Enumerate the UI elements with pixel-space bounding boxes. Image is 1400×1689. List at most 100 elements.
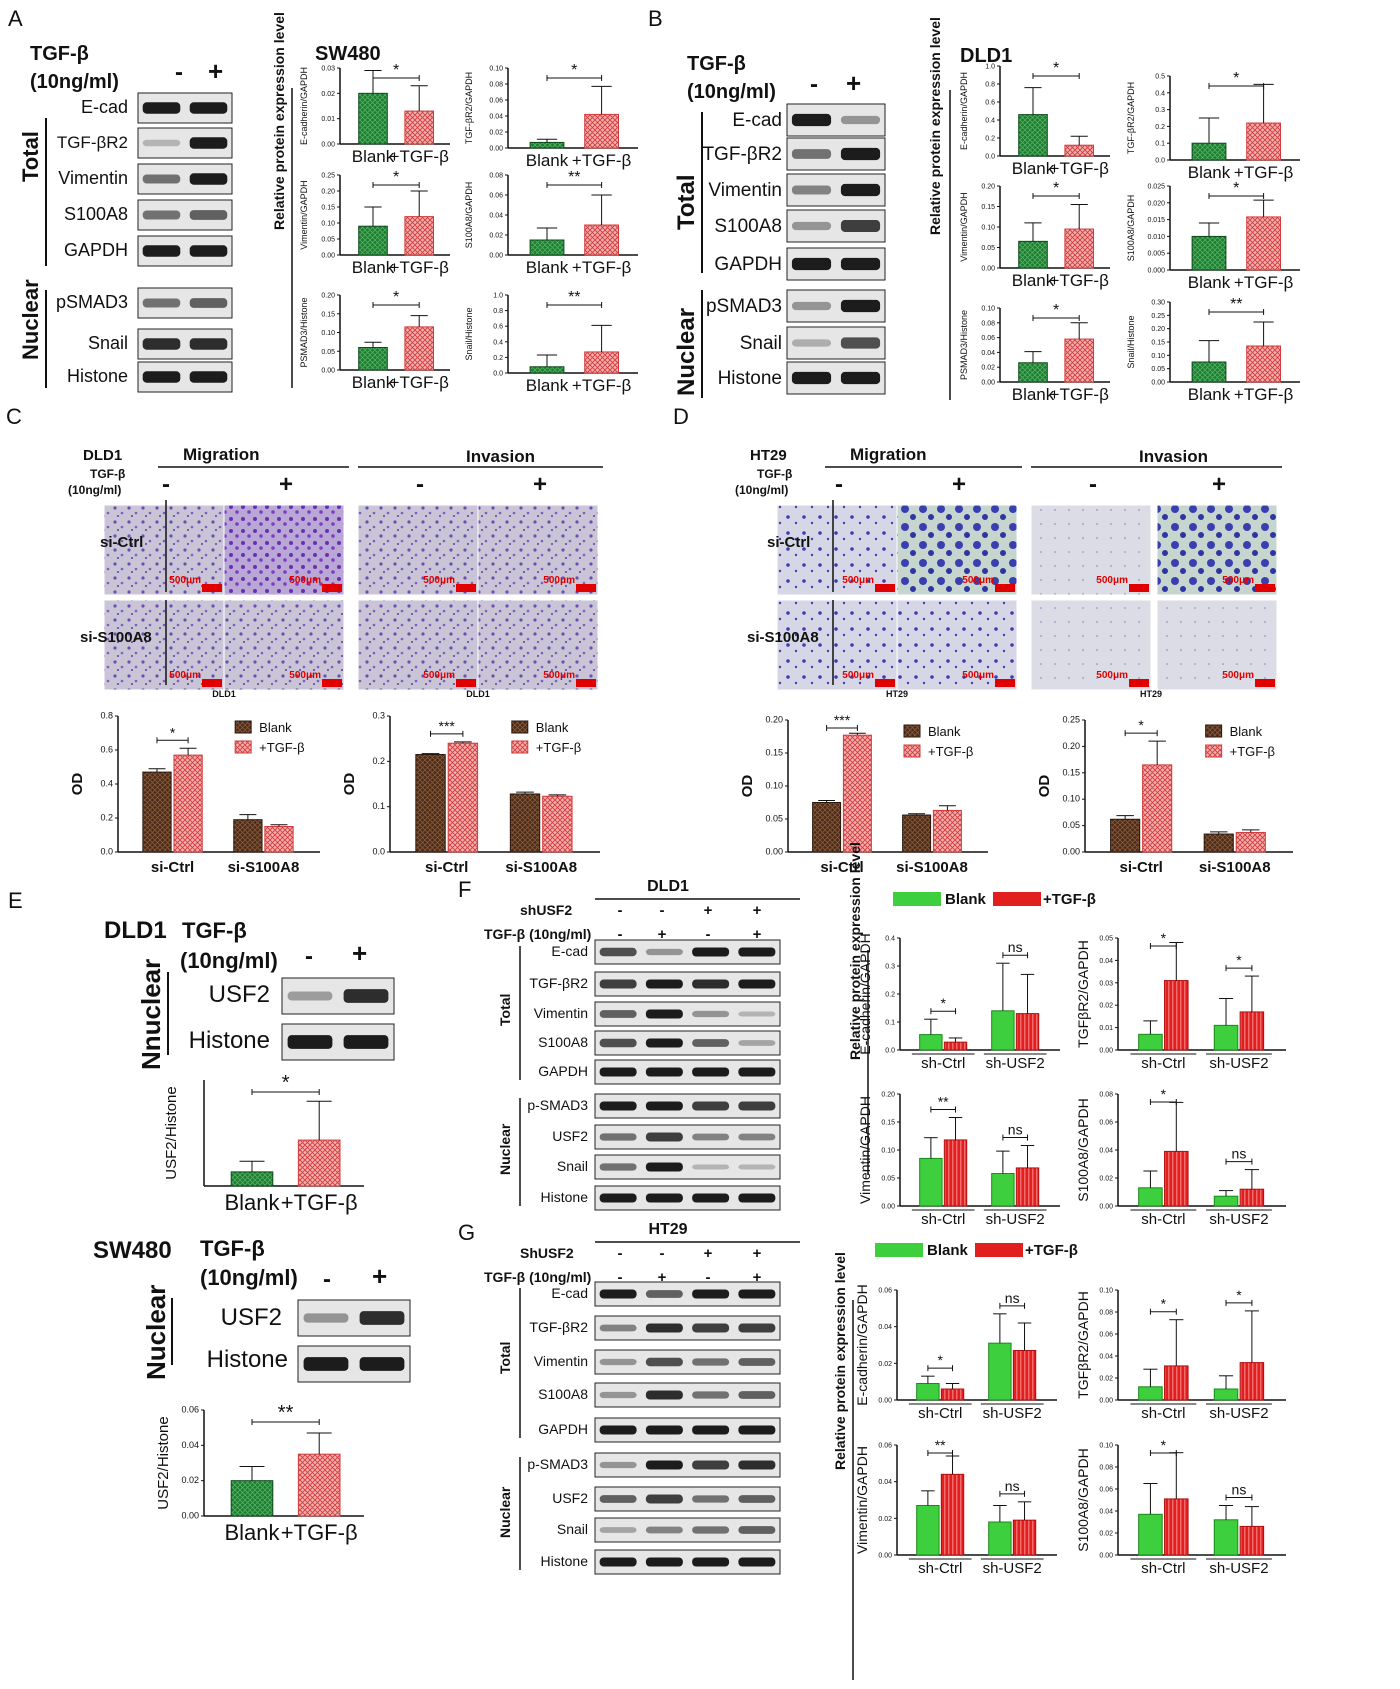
blot-frame xyxy=(786,103,886,137)
legend-swatch-tgf xyxy=(234,740,252,754)
y-tick-label: 1.0 xyxy=(985,64,995,71)
blot-band xyxy=(738,979,776,989)
micrograph xyxy=(477,504,599,596)
legend-swatch-tgf xyxy=(903,744,921,758)
blot-band xyxy=(692,1323,730,1333)
bar-Blank xyxy=(1213,1388,1239,1401)
chart-F-tgfbr2: 0.00 0.01 0.02 0.03 0.04 0.05 sh-Ctrl sh-USF2 * *… xyxy=(1075,930,1286,1072)
bar-Blank xyxy=(916,1383,940,1401)
scale-bar xyxy=(456,679,476,687)
y-tick-label: 0.06 xyxy=(489,98,503,105)
blot-band xyxy=(791,257,832,271)
blot-band xyxy=(738,1323,776,1333)
y-tick-label: 0.10 xyxy=(321,330,335,337)
blot-band xyxy=(738,1460,776,1470)
y-tick-label: 0.04 xyxy=(181,1440,199,1450)
blot-E-cad xyxy=(137,92,233,124)
bar-Blank xyxy=(1110,818,1141,853)
micrograph xyxy=(1030,504,1152,596)
y-tick-label: 0.20 xyxy=(321,293,335,300)
sh-label: shUSF2 xyxy=(520,902,572,918)
y-tick-label: 0.04 xyxy=(1099,1148,1113,1155)
x-tick-label: +TGF-β xyxy=(1050,271,1110,290)
y-tick-label: 0.00 xyxy=(765,847,783,857)
blot-band xyxy=(189,102,228,114)
y-tick-label: 0.05 xyxy=(1151,366,1165,373)
legend-label: Blank xyxy=(259,720,292,735)
y-axis-label: S100A8/GAPDH xyxy=(1075,1448,1091,1552)
scale-label: 500μm xyxy=(1096,575,1128,586)
y-tick-label: 0.4 xyxy=(1155,90,1165,97)
y-tick-label: 0.4 xyxy=(985,118,995,125)
scale-bar xyxy=(576,584,596,592)
y-tick-label: 0.20 xyxy=(881,1092,895,1099)
y-tick-label: 0.00 xyxy=(489,146,503,153)
y-tick-label: 0.20 xyxy=(1151,326,1165,333)
bar-+TGF-β xyxy=(1064,338,1095,383)
legend-label: +TGF-β xyxy=(259,740,304,755)
micrograph xyxy=(896,599,1018,691)
blot-band xyxy=(645,1009,683,1019)
legend-swatch-blank xyxy=(511,720,529,734)
minus-sign: - xyxy=(175,59,183,86)
bar-+TGF-β xyxy=(173,754,203,853)
sign-2: - xyxy=(416,471,424,498)
sign-sh: + xyxy=(753,1245,762,1262)
blot-band xyxy=(645,948,683,956)
sign-3: + xyxy=(1212,471,1226,498)
y-tick-label: 0.6 xyxy=(493,324,503,331)
sign-sh: + xyxy=(704,902,713,919)
bar-+TGF-β xyxy=(404,326,434,371)
sign-tgf: + xyxy=(753,1269,762,1286)
x-tick-label: sh-Ctrl xyxy=(918,1560,962,1577)
x-tick-label: sh-Ctrl xyxy=(1141,1405,1185,1422)
blot-band xyxy=(692,1101,730,1111)
legend-swatch-tgf xyxy=(993,892,1041,906)
y-tick-label: 0.04 xyxy=(489,114,503,121)
micrograph xyxy=(223,599,345,691)
treatment-label: TGF-β xyxy=(30,43,89,65)
y-tick-label: 0.02 xyxy=(489,233,503,240)
sign-sh: + xyxy=(753,902,762,919)
x-tick-label: Blank xyxy=(1012,159,1055,178)
cell-line-label: DLD1 xyxy=(647,878,689,895)
sig-label: * xyxy=(393,169,399,186)
y-tick-label: 0.02 xyxy=(181,1475,199,1485)
blot-band xyxy=(738,1526,776,1534)
bar-Blank xyxy=(988,1342,1012,1401)
sig-label: ** xyxy=(935,1437,946,1453)
scale-bar xyxy=(456,584,476,592)
bar-+TGF-β xyxy=(1246,216,1281,271)
micrograph xyxy=(1030,599,1152,691)
cell-line-label: DLD1 xyxy=(960,45,1012,67)
scale-bar xyxy=(576,679,596,687)
tgf-label: TGF-β (10ng/ml) xyxy=(484,1269,591,1285)
dose-label: (10ng/ml) xyxy=(735,483,788,497)
legend-label: Blank xyxy=(928,724,961,739)
y-tick-label: 0.03 xyxy=(321,66,335,73)
legend-swatch-blank xyxy=(875,1243,923,1257)
chart-B-tgfbr2: 0.0 0.1 0.2 0.3 0.4 0.5 Blank +TGF-β * TGF-βR2/GA… xyxy=(1126,70,1300,182)
bar-+TGF-β xyxy=(264,826,294,853)
blot-label: Snail xyxy=(740,333,782,354)
group-nuclear-label: Nuclear xyxy=(497,1123,513,1175)
chart-A-tgfbr2: 0.00 0.02 0.04 0.06 0.08 0.10 Blank +TGF-β * TGF-… xyxy=(464,62,638,170)
panel-label-a: A xyxy=(8,6,23,31)
chart-C-mig: 0.0 0.2 0.4 0.6 0.8 si-Ctrl si-S100A8 * OD Blank +… xyxy=(69,711,320,876)
y-axis-label: S100A8/GAPDH xyxy=(1075,1098,1091,1202)
x-tick-label: +TGF-β xyxy=(390,373,450,392)
sig-label: * xyxy=(170,724,176,740)
chart-F-vim: 0.00 0.05 0.10 0.15 0.20 sh-Ctrl sh-USF2 ** ns Vi… xyxy=(857,1092,1060,1228)
blot-label: Histone xyxy=(718,368,782,389)
micrograph xyxy=(1156,599,1278,691)
blot-band xyxy=(599,1010,637,1018)
y-tick-label: 0.10 xyxy=(489,66,503,73)
sign-1: + xyxy=(952,471,966,498)
y-tick-label: 0.05 xyxy=(321,349,335,356)
micrograph xyxy=(103,599,225,691)
panel-label-e: E xyxy=(8,888,23,913)
y-axis-label: E-cadherin/GAPDH xyxy=(299,67,309,145)
blot-E-cad xyxy=(594,939,781,965)
group-total-label: Total xyxy=(18,131,43,182)
bar-+TGF-β xyxy=(1164,1365,1189,1401)
